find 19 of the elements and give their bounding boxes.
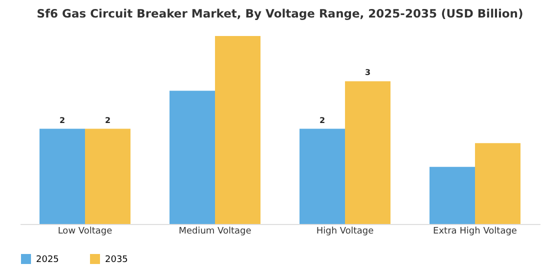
data-label: 2 <box>104 116 111 125</box>
bar <box>215 36 260 224</box>
bar <box>40 128 85 224</box>
chart-title: Sf6 Gas Circuit Breaker Market, By Voltage Range, 2025-2035 (USD Billion) <box>36 6 524 20</box>
legend-label: 2035 <box>105 255 128 265</box>
x-tick-label: Low Voltage <box>58 226 113 236</box>
bar <box>345 81 390 224</box>
x-tick-label: Extra High Voltage <box>433 226 518 236</box>
bar <box>85 128 130 224</box>
data-label: 3 <box>364 68 371 78</box>
bar <box>170 90 215 224</box>
bar <box>430 166 475 224</box>
bar <box>475 143 520 224</box>
data-label: 2 <box>319 116 326 125</box>
x-tick-label: High Voltage <box>316 226 374 236</box>
data-label: 2 <box>59 116 66 125</box>
legend-label: 2025 <box>36 255 59 265</box>
bar <box>300 128 345 224</box>
x-tick-label: Medium Voltage <box>178 226 252 236</box>
